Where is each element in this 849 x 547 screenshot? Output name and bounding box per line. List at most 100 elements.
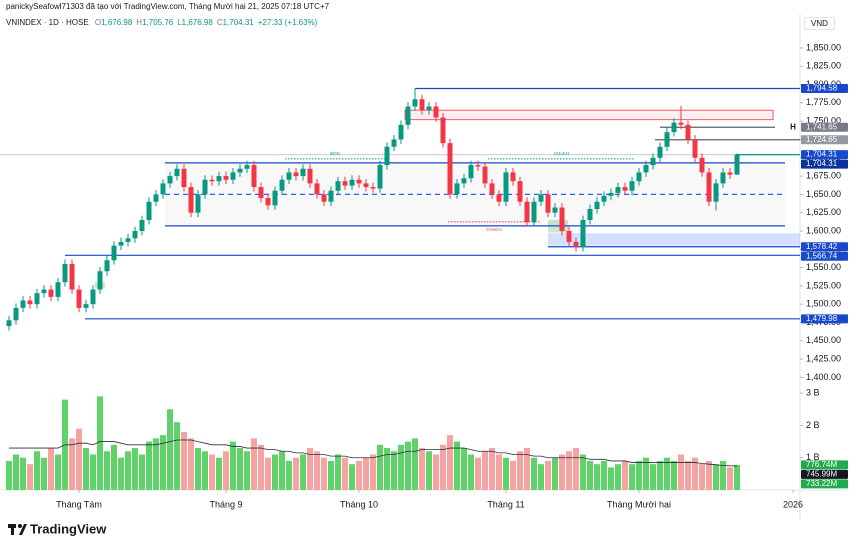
volume-bar [531,457,537,490]
volume-bar [160,435,166,490]
candle-body [587,209,593,220]
candle-body [286,172,292,180]
candle-body [328,190,334,202]
candle-body [545,194,551,213]
candle-body [664,132,670,147]
candle-body [706,172,712,202]
volume-bar [468,454,474,490]
volume-bar [13,454,19,490]
volume-bar [139,454,145,490]
price-label: 1,566.74 [806,251,838,260]
candle-body [629,181,635,191]
candle-body [349,179,355,186]
candle-body [720,172,726,184]
volume-bar [377,444,383,490]
price-label-bg [801,251,848,261]
volume-bar [720,460,726,490]
candle-body [671,122,677,133]
volume-bar [685,460,691,490]
y-tick-label: 1,775.00 [806,97,841,107]
candle-body [426,106,432,111]
price-label-bg [801,122,848,132]
volume-bar [692,457,698,490]
candle-body [391,139,397,147]
volume-bar [489,448,495,490]
volume-ma-line [9,439,738,467]
volume-bar [636,460,642,490]
y-tick-label: 1,500.00 [806,299,841,309]
volume-bar [244,451,250,490]
volume-bar [328,460,334,490]
candle-body [531,201,537,223]
volume-bar [699,464,705,490]
candle-body [398,124,404,140]
volume-bar [447,435,453,490]
legend-key: H [136,18,143,27]
candle-body [419,99,425,111]
candle-body [160,183,166,195]
volume-bar [174,422,180,490]
price-label: 1,704.31 [806,159,838,168]
candle-body [13,307,19,321]
volume-bar [272,454,278,490]
candle-body [573,241,579,248]
symbol: VNINDEX · 1D · HOSE [6,18,89,27]
candle-body [188,187,194,213]
volume-bar [76,428,82,490]
volume-bar [146,441,152,490]
volume-bar [251,438,257,490]
candle-body [524,201,530,223]
volume-bar [55,454,61,490]
volume-bar [181,431,187,490]
volume-bar [34,451,40,490]
volume-bar [587,460,593,490]
candle-body [461,178,467,184]
candle-body [293,172,299,177]
volume-bar [363,457,369,490]
legend: VNINDEX · 1D · HOSE O1,676.98 H1,705.76 L1… [6,18,321,27]
credit: panickySeafowl71303 đã tạo với TradingVi… [6,2,330,11]
candle-body [41,289,47,294]
y-tick-label: 1,675.00 [806,170,841,180]
candle-body [370,187,376,189]
volume-bar [706,460,712,490]
legend-key: O [94,18,102,27]
candle-body [62,263,68,283]
volume-bar [384,448,390,490]
volume-bar [615,464,621,490]
y-tick-label: 1,850.00 [806,42,841,52]
volume-bar [657,460,663,490]
structure-label: CHoCH [554,151,570,156]
volume-bar [20,457,26,490]
price-label: 1,704.31 [806,150,838,159]
currency[interactable]: VND [804,17,835,30]
candle-body [139,219,145,231]
volume-bar [167,409,173,490]
candle-body [321,194,327,202]
candle-body [468,165,474,179]
volume-bar [356,460,362,490]
price-label-bg [801,150,848,160]
volume-bar [629,464,635,490]
y-tick-label: 1,400.00 [806,372,841,382]
volume-bar [370,454,376,490]
legend-key: C [216,18,223,27]
candle-body [342,181,348,186]
candle-body [279,179,285,191]
candle-body [475,165,481,167]
candle-body [167,176,173,184]
candle-body [146,201,152,220]
volume-bar [216,457,222,490]
volume-bar [608,467,614,490]
candle-body [69,263,75,290]
candle-body [608,192,614,196]
candle-body [678,122,684,125]
candle-body [174,168,180,177]
volume-bar [314,451,320,490]
price-label: 1,741.65 [806,122,838,131]
volume-bar [118,457,124,490]
brand-logo [8,524,27,535]
volume-bar [349,464,355,490]
